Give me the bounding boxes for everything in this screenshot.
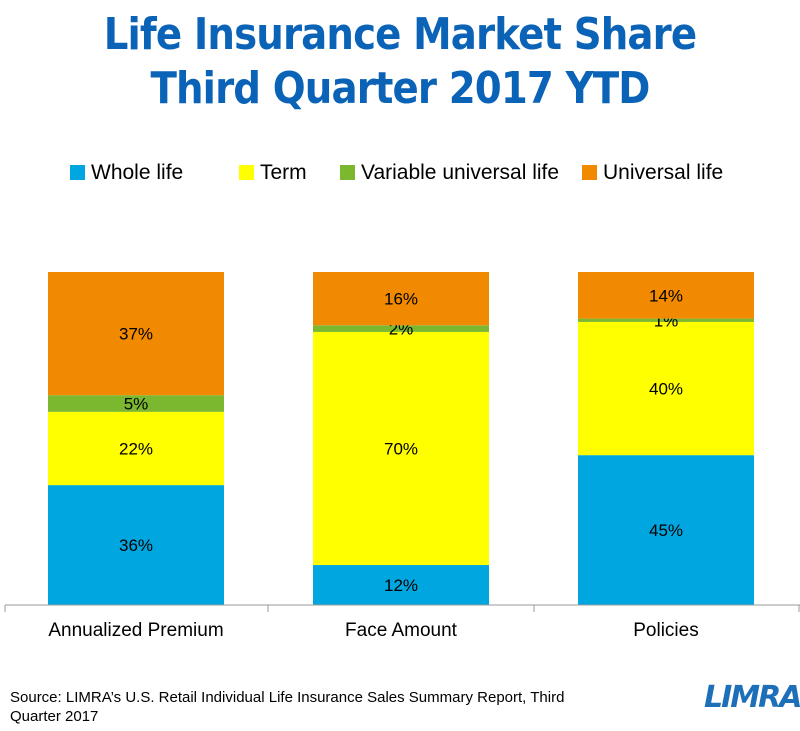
data-label-annualized-premium-term: 22%	[119, 439, 153, 458]
legend-swatch-universal-life	[582, 165, 597, 180]
legend-label-variable-universal-life: Variable universal life	[361, 161, 559, 184]
legend-label-term: Term	[260, 161, 307, 184]
stacked-bar-chart: Whole life Term Variable universal life Uni…	[4, 161, 800, 641]
data-label-policies-whole-life: 45%	[649, 521, 683, 540]
bar-policies-whole-life	[578, 455, 754, 605]
legend-swatch-term	[239, 165, 254, 180]
source-line-2: Quarter 2017	[10, 708, 99, 725]
source-line-1: Source: LIMRA’s U.S. Retail Individual L…	[10, 689, 565, 706]
x-tick-label-face-amount: Face Amount	[345, 620, 458, 641]
bar-annualized-premium-universal-life	[48, 272, 224, 396]
bar-face-amount-term	[313, 331, 489, 566]
x-tick-label-policies: Policies	[633, 620, 698, 641]
data-label-annualized-premium-variable-universal-life: 5%	[124, 395, 149, 414]
bar-policies-term	[578, 321, 754, 456]
legend-label-universal-life: Universal life	[603, 161, 723, 184]
legend-swatch-whole-life	[70, 165, 85, 180]
chart-title-block: Life Insurance Market Share Third Quarte…	[48, 8, 752, 116]
bar-policies-variable-universal-life	[578, 318, 754, 322]
data-label-face-amount-whole-life: 12%	[384, 576, 418, 595]
legend-label-whole-life: Whole life	[91, 161, 183, 184]
data-label-policies-universal-life: 14%	[649, 286, 683, 305]
source-note: Source: LIMRA’s U.S. Retail Individual L…	[10, 688, 650, 726]
bar-face-amount-whole-life	[313, 565, 489, 605]
bar-annualized-premium-whole-life	[48, 485, 224, 605]
bar-policies-universal-life	[578, 272, 754, 319]
chart-title: Life Insurance Market Share	[103, 9, 697, 60]
data-label-annualized-premium-whole-life: 36%	[119, 536, 153, 555]
data-label-annualized-premium-universal-life: 37%	[119, 325, 153, 344]
bar-face-amount-universal-life	[313, 272, 489, 326]
bar-annualized-premium-variable-universal-life	[48, 395, 224, 412]
data-label-face-amount-universal-life: 16%	[384, 290, 418, 309]
bar-face-amount-variable-universal-life	[313, 325, 489, 332]
data-label-face-amount-term: 70%	[384, 439, 418, 458]
x-tick-label-annualized-premium: Annualized Premium	[48, 620, 223, 641]
chart-subtitle: Third Quarter 2017 YTD	[150, 63, 650, 114]
data-label-policies-term: 40%	[649, 380, 683, 399]
bar-annualized-premium-term	[48, 411, 224, 486]
limra-logo: LIMRA	[704, 680, 800, 715]
legend-swatch-variable-universal-life	[340, 165, 355, 180]
